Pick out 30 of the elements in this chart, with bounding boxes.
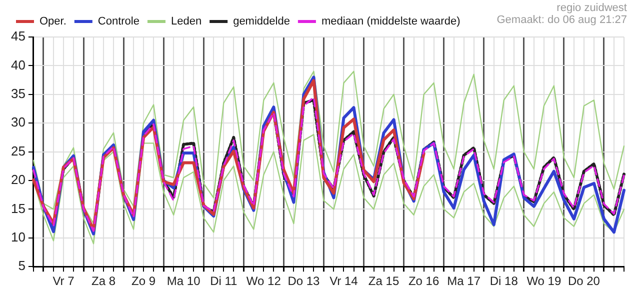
- x-tick-label: Wo 19: [526, 274, 562, 288]
- x-tick-label: Za 8: [92, 274, 116, 288]
- x-tick-label: Ma 17: [447, 274, 481, 288]
- y-tick-label: 40: [10, 57, 26, 72]
- legend-label: Controle: [98, 16, 140, 28]
- text: regio zuidwest: [556, 2, 627, 14]
- text: Gemaakt: do 06 aug 21:27: [496, 14, 627, 26]
- legend-label: mediaan (middelste waarde): [321, 16, 460, 28]
- x-tick-label: Di 18: [490, 274, 518, 288]
- x-tick-label: Wo 12: [246, 274, 282, 288]
- x-tick-label: Vr 7: [52, 274, 75, 288]
- x-tick-label: Zo 9: [132, 274, 156, 288]
- y-tick-label: 20: [10, 172, 26, 188]
- x-tick-label: Ma 10: [166, 274, 201, 288]
- x-tick-label: Do 20: [568, 274, 600, 288]
- legend-label: Leden: [170, 16, 202, 28]
- x-tick-label: Do 13: [288, 274, 320, 288]
- y-tick-label: 10: [10, 229, 26, 244]
- legend-label: gemiddelde: [233, 16, 290, 28]
- y-tick-label: 30: [10, 114, 26, 130]
- x-tick-label: Za 15: [368, 274, 400, 288]
- x-tick-label: Zo 16: [408, 274, 440, 288]
- y-tick-label: 5: [18, 258, 26, 274]
- y-tick-label: 15: [10, 200, 26, 216]
- legend-label: Oper.: [40, 16, 66, 28]
- y-tick-label: 25: [10, 143, 26, 158]
- x-tick-label: Vr 14: [330, 274, 358, 288]
- x-tick-label: Di 11: [210, 274, 238, 288]
- y-tick-label: 45: [10, 28, 26, 44]
- y-tick-label: 35: [10, 86, 26, 101]
